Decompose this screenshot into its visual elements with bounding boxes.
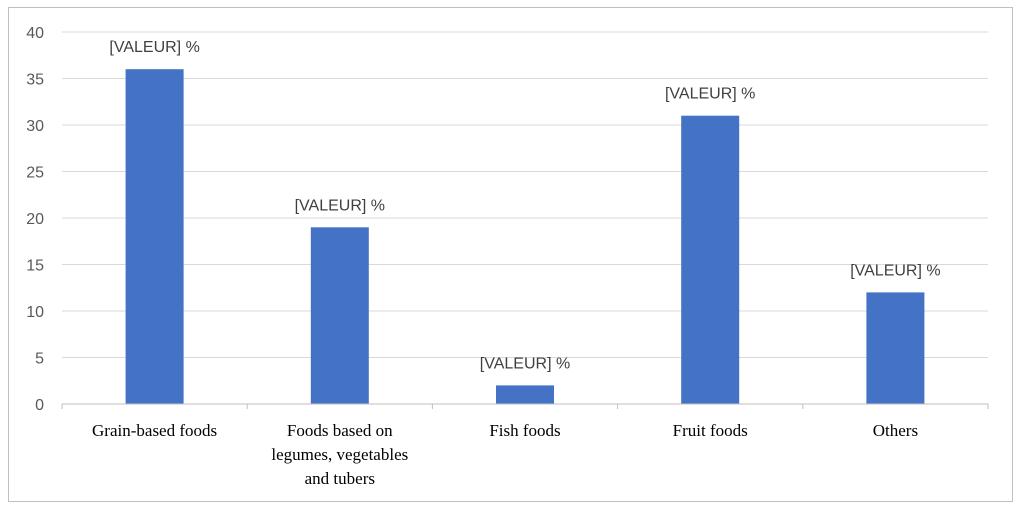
x-axis [61,403,989,409]
gridlines [62,31,988,358]
y-tick-label: 25 [26,165,44,182]
category-label: Foods based on legumes, vegetables and tub… [271,421,408,488]
data-label: [VALEUR] % [850,262,940,279]
data-label: [VALEUR] % [295,197,385,214]
y-axis-tick-labels: 0 5 10 15 20 25 30 35 40 [26,25,44,414]
category-label: Grain-based foods [92,421,217,440]
bars [125,69,925,404]
bar [310,227,369,404]
data-label: [VALEUR] % [109,39,199,56]
data-labels: [VALEUR] % [VALEUR] % [VALEUR] % [VALEUR] %… [109,39,940,372]
bar [125,69,184,404]
y-tick-label: 15 [26,258,44,275]
data-label: [VALEUR] % [480,355,570,372]
y-tick-label: 35 [26,72,44,89]
bar [866,292,925,404]
bar [496,385,554,404]
y-tick-label: 20 [26,211,44,228]
category-label: Fish foods [489,421,560,440]
y-tick-label: 0 [35,397,44,414]
y-tick-label: 10 [26,304,44,321]
y-tick-label: 5 [35,351,44,368]
category-label: Others [873,421,918,440]
y-tick-label: 30 [26,118,44,135]
category-labels: Grain-based foods Foods based on legumes, … [92,421,918,488]
y-tick-label: 40 [26,25,44,42]
bar [681,115,740,404]
data-label: [VALEUR] % [665,86,755,103]
category-label: Fruit foods [673,421,748,440]
